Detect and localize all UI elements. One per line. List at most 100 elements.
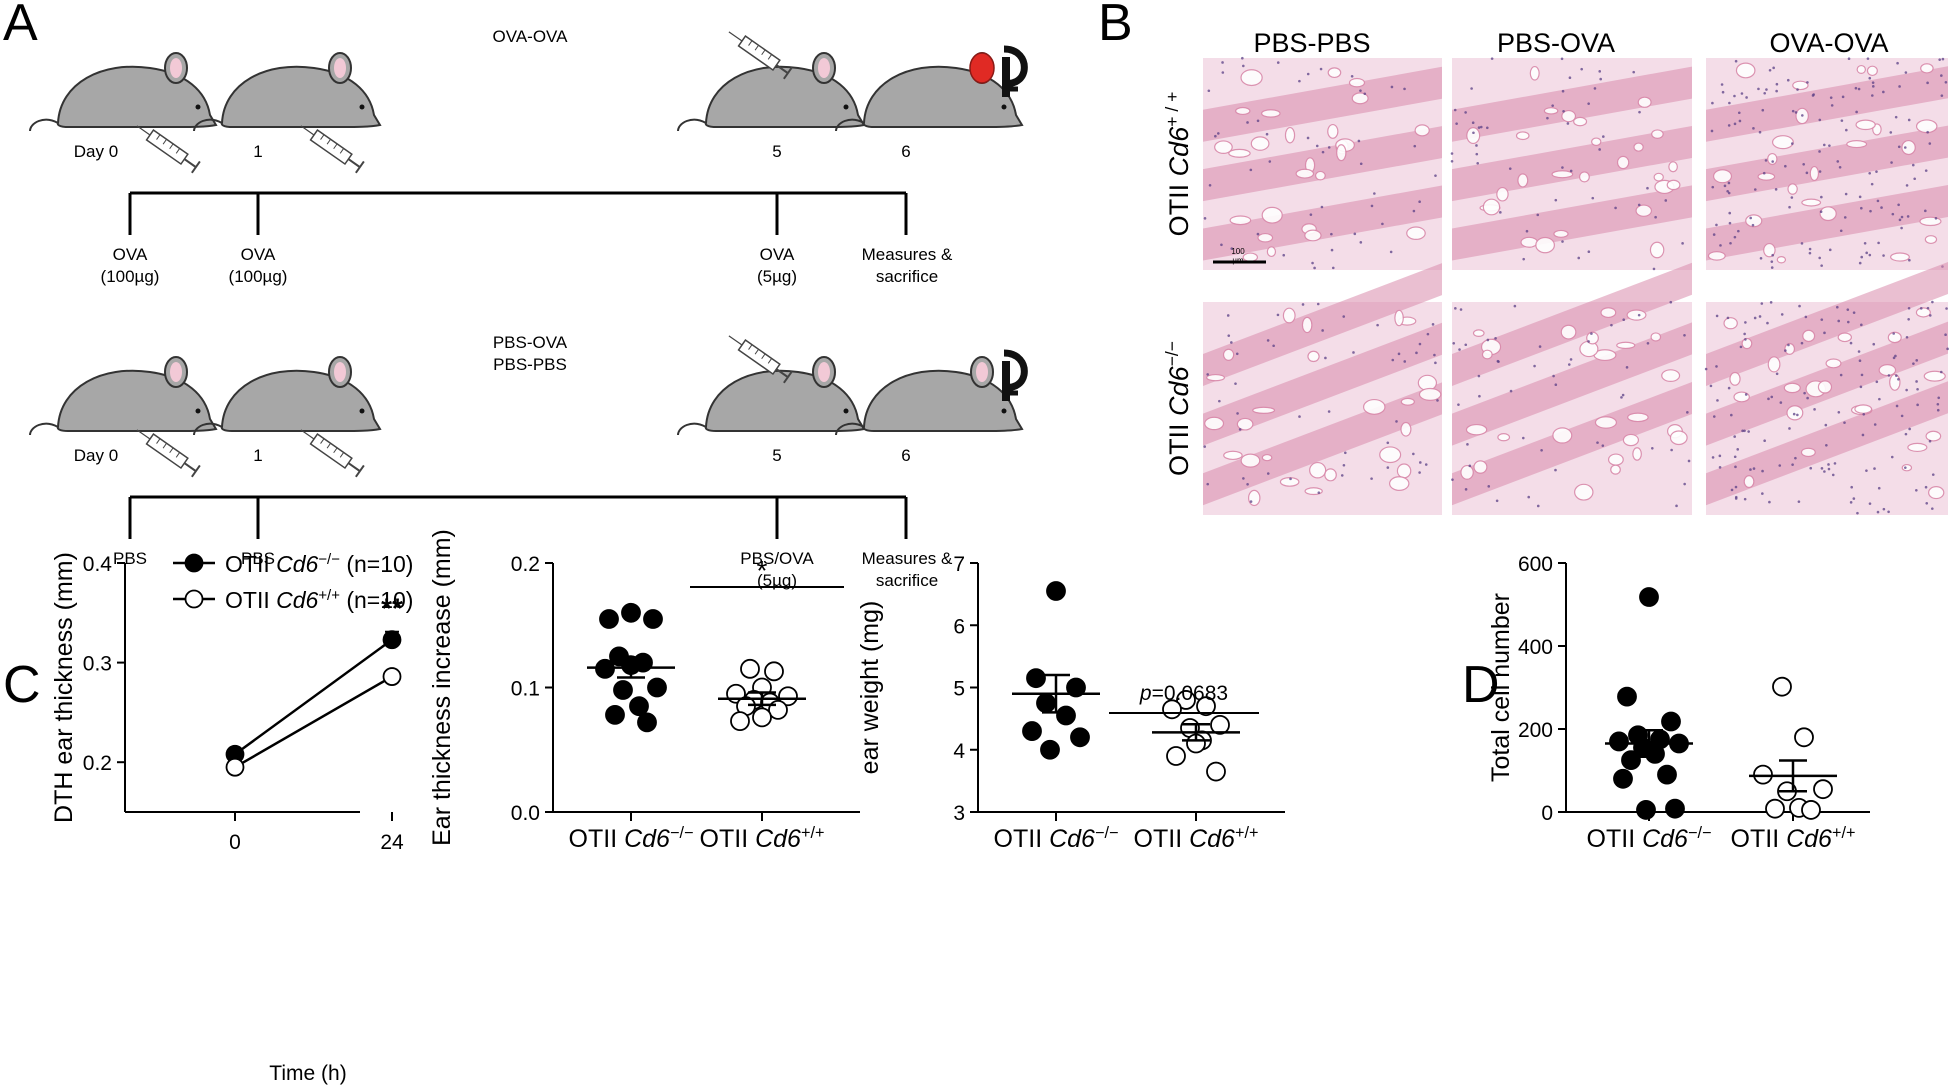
data-point bbox=[740, 658, 760, 679]
data-point bbox=[1613, 768, 1633, 789]
protocol-schematic-ova-ova: OVA-OVA Day 0 1 5 6 OVA (100µg) OVA (100µg) OVA (5… bbox=[29, 25, 1024, 286]
day-label: Day 0 bbox=[74, 446, 118, 465]
caliper-icon bbox=[1004, 49, 1024, 97]
x-tick-label: 0 bbox=[229, 831, 241, 854]
y-tick-label: 0.2 bbox=[511, 553, 540, 576]
treatment-label: Measures & sacrifice bbox=[862, 245, 953, 286]
data-point bbox=[1636, 800, 1656, 820]
x-axis-label: Time (h) bbox=[269, 1062, 346, 1085]
x-tick-label: OTII Cd6+/+ bbox=[700, 824, 825, 853]
y-axis-label: DTH ear thickness (mm) bbox=[50, 552, 78, 823]
data-point bbox=[1176, 690, 1196, 710]
mouse-icon bbox=[29, 52, 217, 132]
day-label: Day 0 bbox=[74, 142, 118, 161]
data-point bbox=[1794, 727, 1814, 748]
y-tick-label: 200 bbox=[1518, 719, 1553, 742]
data-point bbox=[1772, 676, 1792, 697]
y-tick-label: 0.0 bbox=[511, 802, 540, 825]
data-point bbox=[1657, 764, 1677, 785]
legend-marker bbox=[184, 553, 204, 573]
group-label: PBS-OVA PBS-PBS bbox=[493, 333, 568, 374]
histology-image bbox=[1203, 263, 1442, 515]
x-tick-label: 24 bbox=[380, 831, 404, 854]
data-point bbox=[637, 712, 657, 733]
data-point bbox=[778, 686, 798, 707]
data-point bbox=[382, 630, 402, 650]
panel-b-letter: B bbox=[1098, 0, 1133, 52]
data-point bbox=[730, 711, 750, 732]
histology-column-title: PBS-PBS bbox=[1253, 28, 1370, 58]
data-point bbox=[1070, 727, 1090, 748]
x-tick-label: OTII Cd6−/− bbox=[569, 824, 694, 853]
y-tick-label: 0.2 bbox=[83, 752, 112, 775]
y-tick-label: 3 bbox=[953, 802, 965, 825]
data-point bbox=[605, 704, 625, 725]
histology-row-label: OTII Cd6+ / + bbox=[1162, 92, 1194, 237]
data-point bbox=[1645, 744, 1665, 764]
data-point bbox=[1609, 731, 1629, 752]
syringe-icon bbox=[131, 119, 201, 174]
legend-label: OTII Cd6+/+ (n=10) bbox=[225, 587, 413, 614]
treatment-label: PBS bbox=[241, 549, 275, 568]
y-tick-label: 0 bbox=[1541, 802, 1553, 825]
panel-a-letter: A bbox=[3, 0, 38, 52]
treatment-label: OVA (100µg) bbox=[229, 245, 288, 286]
histology-image bbox=[1450, 57, 1692, 271]
chart-ear-weight: 3 4 5 6 7 ear weight (mg) OTII Cd6−/− OTII Cd6+… bbox=[856, 553, 1285, 853]
significance-marker: ** bbox=[381, 593, 403, 624]
panel-c-letter: C bbox=[3, 656, 41, 714]
y-axis-label: Ear thickness increase (mm) bbox=[428, 529, 456, 846]
histology-column-title: PBS-OVA bbox=[1497, 28, 1615, 58]
data-point bbox=[764, 661, 784, 682]
data-point bbox=[643, 609, 663, 629]
p-value-label: p=0.0683 bbox=[1139, 682, 1228, 705]
protocol-schematic-pbs: PBS-OVA PBS-PBS Day 0 1 5 6 PBS PBS PBS/OVA (5µg)… bbox=[29, 329, 1024, 590]
day-label: 1 bbox=[253, 142, 262, 161]
histology-row-label: OTII Cd6−/− bbox=[1162, 341, 1194, 476]
y-tick-label: 7 bbox=[953, 553, 965, 576]
data-point bbox=[1206, 761, 1226, 782]
series-line bbox=[234, 638, 393, 756]
data-point bbox=[1046, 581, 1066, 601]
syringe-icon bbox=[295, 119, 365, 174]
x-tick-label: OTII Cd6−/− bbox=[1587, 824, 1712, 853]
x-tick-label: OTII Cd6−/− bbox=[994, 824, 1119, 853]
histology-image bbox=[1451, 262, 1692, 515]
data-point bbox=[1765, 798, 1785, 819]
treatment-label: Measures & sacrifice bbox=[862, 549, 953, 590]
y-tick-label: 0.4 bbox=[83, 553, 113, 576]
legend-label: OTII Cd6−/− (n=10) bbox=[225, 551, 413, 578]
legend-marker bbox=[184, 589, 204, 609]
histology-image bbox=[1203, 56, 1442, 270]
y-tick-label: 0.1 bbox=[511, 678, 540, 701]
y-tick-label: 4 bbox=[953, 740, 965, 763]
treatment-label: PBS/OVA (5µg) bbox=[740, 549, 814, 590]
data-point bbox=[1056, 705, 1076, 726]
day-label: 5 bbox=[772, 142, 781, 161]
data-point bbox=[382, 667, 402, 686]
significance-marker: * bbox=[757, 555, 768, 586]
x-tick-label: OTII Cd6+/+ bbox=[1731, 824, 1856, 853]
treatment-label: OVA (5µg) bbox=[757, 245, 797, 286]
data-point bbox=[647, 677, 667, 698]
data-point bbox=[752, 707, 772, 728]
data-point bbox=[1196, 696, 1216, 717]
data-point bbox=[599, 609, 619, 629]
data-point bbox=[1617, 686, 1637, 707]
histology-column-title: OVA-OVA bbox=[1769, 28, 1888, 58]
data-point bbox=[1022, 721, 1042, 741]
day-label: 6 bbox=[901, 446, 910, 465]
data-point bbox=[1665, 798, 1685, 819]
data-point bbox=[1661, 711, 1681, 732]
caliper-icon bbox=[1004, 353, 1024, 401]
data-point bbox=[1036, 693, 1056, 713]
day-label: 6 bbox=[901, 142, 910, 161]
histology-image bbox=[1704, 261, 1949, 515]
panel-d-letter: D bbox=[1462, 656, 1500, 714]
group-label: OVA-OVA bbox=[493, 27, 569, 46]
y-tick-label: 0.3 bbox=[83, 653, 112, 676]
data-point bbox=[1066, 677, 1086, 698]
data-point bbox=[613, 680, 633, 700]
